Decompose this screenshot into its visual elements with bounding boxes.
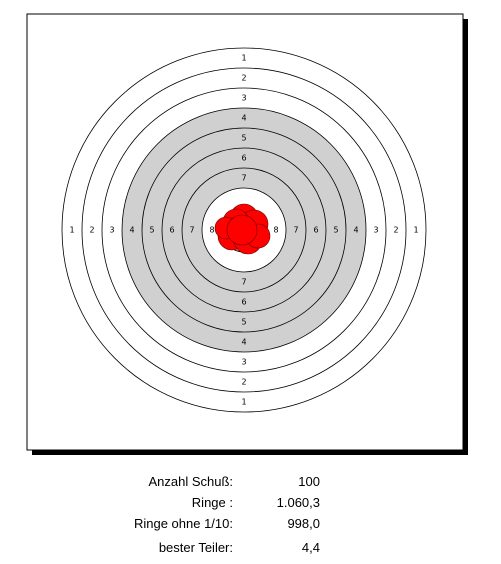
ring-label: 7 <box>293 226 298 235</box>
ring <box>141 127 347 333</box>
ring-label: 5 <box>241 318 246 327</box>
ring-label: 7 <box>241 278 246 287</box>
stat-value: 1.060,3 <box>276 495 320 510</box>
ring-label: 6 <box>169 226 174 235</box>
ring-label: 6 <box>241 298 246 307</box>
ring-label: 8 <box>209 226 214 235</box>
ring-label: 3 <box>241 94 246 103</box>
ring-label: 4 <box>129 226 134 235</box>
ring <box>181 167 307 293</box>
ring-label: 3 <box>109 226 114 235</box>
ring-label: 1 <box>241 398 246 407</box>
stat-value: 4,4 <box>301 540 320 555</box>
ring-label: 1 <box>241 54 246 63</box>
ring-label: 4 <box>353 226 358 235</box>
ring-label: 1 <box>413 226 418 235</box>
ring-label: 5 <box>149 226 154 235</box>
ring <box>81 67 407 393</box>
stat-label: Ringe ohne 1/10: <box>133 516 233 531</box>
ring-labels: 1 1 1 1 2 2 2 2 3 3 3 3 4 4 4 4 5 5 5 5 6 6 6 6 7 7 7 7 8 8 <box>69 54 418 407</box>
stat-value: 998,0 <box>287 516 320 531</box>
ring-label: 1 <box>69 226 74 235</box>
ring-label: 2 <box>393 226 398 235</box>
ring-label: 6 <box>313 226 318 235</box>
ring-label: 6 <box>241 154 246 163</box>
ring-label: 2 <box>241 378 246 387</box>
stat-label: Anzahl Schuß: <box>148 474 233 489</box>
ring-label: 7 <box>241 174 246 183</box>
stat-value: 100 <box>298 474 320 489</box>
ring-label: 2 <box>89 226 94 235</box>
stat-label: Ringe : <box>191 495 233 510</box>
ring-label: 7 <box>189 226 194 235</box>
ring-label: 5 <box>333 226 338 235</box>
ring-label: 4 <box>241 338 246 347</box>
shot <box>226 214 258 246</box>
ring-label: 5 <box>241 134 246 143</box>
ring-label: 3 <box>373 226 378 235</box>
shot-cluster <box>214 203 271 255</box>
ring-label: 4 <box>241 114 246 123</box>
target-panel: 1 1 1 1 2 2 2 2 3 3 3 3 4 4 4 4 5 5 5 5 6 6 6 6 7 7 7 7 8 8 <box>26 13 468 455</box>
ring-label: 8 <box>273 226 278 235</box>
stat-label: bester Teiler: <box>158 540 233 555</box>
ring-label: 3 <box>241 358 246 367</box>
ring <box>101 87 387 373</box>
ring <box>161 147 327 313</box>
ring-label: 2 <box>241 74 246 83</box>
